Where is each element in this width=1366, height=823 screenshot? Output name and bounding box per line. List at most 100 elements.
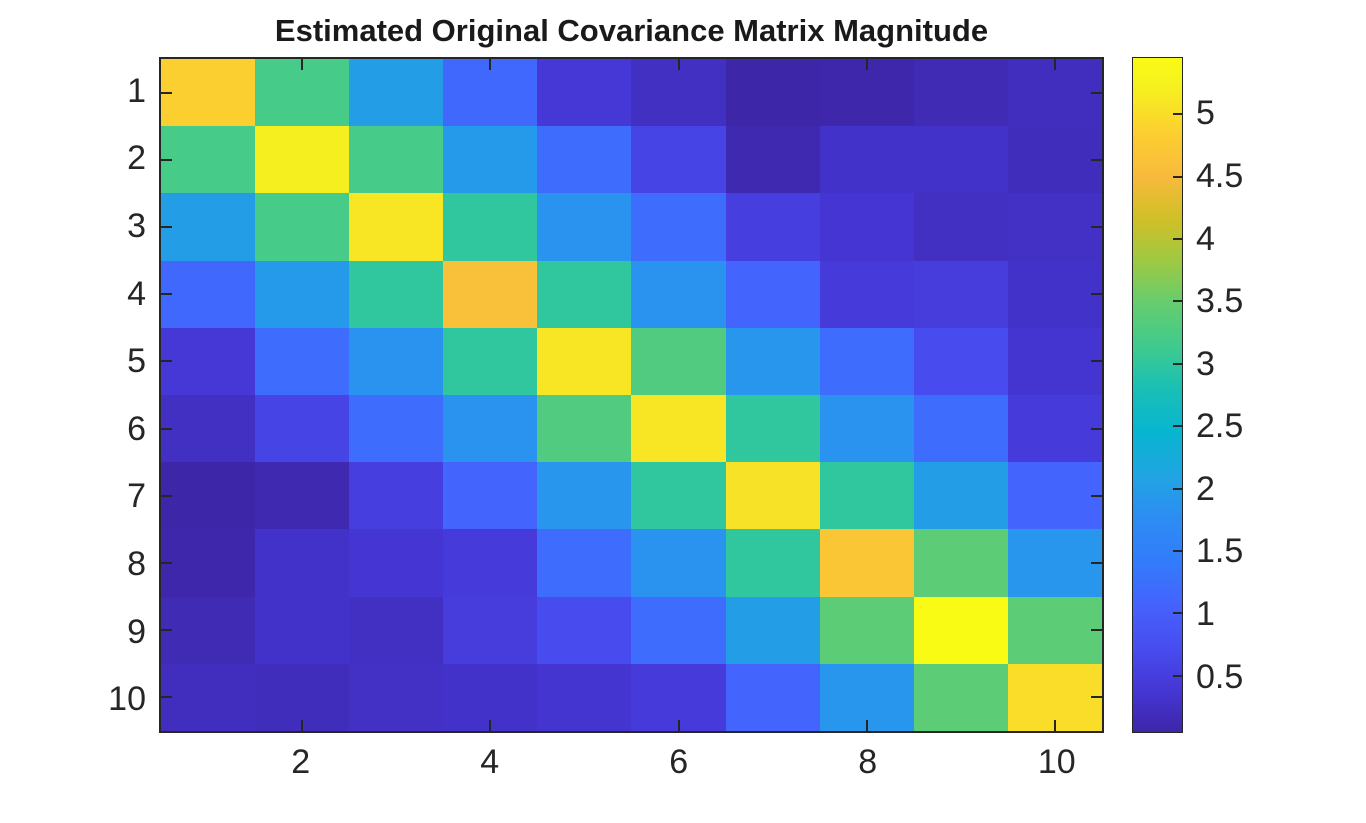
colorbar-tick-mark bbox=[1173, 362, 1182, 365]
heatmap-cell bbox=[1007, 260, 1102, 328]
heatmap-cell bbox=[725, 260, 820, 328]
heatmap-cell bbox=[1007, 327, 1102, 395]
axis-tick-mark bbox=[161, 91, 172, 94]
heatmap-cell bbox=[631, 394, 726, 463]
heatmap-cell bbox=[161, 327, 256, 395]
axis-tick-mark bbox=[677, 720, 680, 731]
x-tick-label: 8 bbox=[858, 743, 878, 781]
axis-tick-mark bbox=[301, 720, 304, 731]
heatmap-cell bbox=[161, 663, 256, 731]
axis-tick-mark bbox=[1091, 696, 1102, 699]
heatmap-cell bbox=[725, 596, 820, 664]
colorbar-tick-label: 1.5 bbox=[1196, 532, 1244, 571]
axis-tick-mark bbox=[865, 59, 868, 70]
heatmap-cell bbox=[913, 529, 1008, 597]
heatmap-cell bbox=[819, 327, 914, 395]
heatmap-cell bbox=[255, 394, 350, 463]
x-tick-label: 10 bbox=[1037, 743, 1076, 781]
colorbar-tick-mark bbox=[1173, 175, 1182, 178]
axis-tick-mark bbox=[677, 59, 680, 70]
heatmap-cell bbox=[1007, 663, 1102, 731]
heatmap-cell bbox=[537, 59, 632, 127]
heatmap-cell bbox=[725, 529, 820, 597]
axis-tick-mark bbox=[489, 720, 492, 731]
heatmap-cell bbox=[255, 663, 350, 731]
axis-tick-mark bbox=[161, 226, 172, 228]
heatmap-cell bbox=[349, 663, 444, 731]
heatmap-cell bbox=[631, 126, 726, 194]
axis-tick-mark bbox=[161, 293, 172, 296]
axis-tick-mark bbox=[301, 59, 304, 70]
axis-tick-mark bbox=[161, 427, 172, 430]
heatmap-cell bbox=[443, 126, 538, 194]
colorbar-tick-mark bbox=[1173, 674, 1182, 677]
heatmap-cell bbox=[537, 394, 632, 463]
heatmap-cell bbox=[913, 193, 1008, 261]
colorbar-tick-label: 2 bbox=[1196, 469, 1215, 508]
heatmap-cell bbox=[443, 462, 538, 530]
colorbar-tick-mark bbox=[1173, 425, 1182, 428]
heatmap-cell bbox=[1007, 596, 1102, 664]
heatmap-cell bbox=[819, 126, 914, 194]
colorbar-tick-mark bbox=[1173, 237, 1182, 240]
y-tick-label: 10 bbox=[108, 680, 146, 719]
heatmap-cell bbox=[255, 462, 350, 530]
colorbar-tick-label: 1 bbox=[1196, 595, 1215, 634]
y-tick-label: 7 bbox=[127, 477, 146, 516]
heatmap-cell bbox=[1007, 193, 1102, 261]
heatmap-cell bbox=[725, 126, 820, 194]
y-tick-label: 4 bbox=[127, 274, 146, 313]
x-tick-label: 6 bbox=[669, 743, 689, 781]
colorbar-tick-label: 3.5 bbox=[1196, 282, 1244, 321]
y-tick-label: 6 bbox=[127, 409, 146, 448]
heatmap-cell bbox=[819, 529, 914, 597]
heatmap-cell bbox=[349, 327, 444, 395]
colorbar-tick-label: 5 bbox=[1196, 94, 1215, 133]
heatmap-cell bbox=[255, 327, 350, 395]
axis-tick-mark bbox=[865, 720, 868, 731]
heatmap-plot bbox=[159, 57, 1104, 733]
heatmap-cell bbox=[255, 193, 350, 261]
heatmap-cell bbox=[255, 596, 350, 664]
heatmap-cell bbox=[913, 394, 1008, 463]
colorbar-tick-label: 4.5 bbox=[1196, 156, 1244, 195]
heatmap-cell bbox=[1007, 126, 1102, 194]
colorbar-tick-label: 0.5 bbox=[1196, 657, 1244, 696]
heatmap-cell bbox=[443, 193, 538, 261]
axis-tick-mark bbox=[1091, 494, 1102, 497]
heatmap-cell bbox=[631, 462, 726, 530]
heatmap-cell bbox=[349, 59, 444, 127]
heatmap-cell bbox=[161, 529, 256, 597]
axis-tick-mark bbox=[1053, 720, 1056, 731]
axis-tick-mark bbox=[161, 494, 172, 497]
y-tick-label: 8 bbox=[127, 545, 146, 583]
heatmap-cell bbox=[161, 394, 256, 463]
colorbar-tick-mark bbox=[1173, 300, 1182, 303]
heatmap-cell bbox=[349, 596, 444, 664]
heatmap-cell bbox=[913, 59, 1008, 127]
heatmap-cell bbox=[1007, 462, 1102, 530]
axis-tick-mark bbox=[1091, 158, 1102, 161]
heatmap-cell bbox=[537, 596, 632, 664]
axis-tick-mark bbox=[1091, 562, 1102, 564]
axis-tick-mark bbox=[161, 629, 172, 632]
heatmap-cell bbox=[819, 260, 914, 328]
heatmap-cell bbox=[819, 193, 914, 261]
y-tick-label: 3 bbox=[127, 207, 146, 245]
axis-tick-mark bbox=[1091, 629, 1102, 632]
heatmap-cell bbox=[725, 59, 820, 127]
heatmap-cell bbox=[255, 260, 350, 328]
heatmap-cell bbox=[631, 59, 726, 127]
heatmap-cell bbox=[161, 126, 256, 194]
heatmap-cell bbox=[161, 462, 256, 530]
heatmap-cell bbox=[349, 529, 444, 597]
x-tick-label: 2 bbox=[291, 743, 311, 781]
heatmap-cell bbox=[537, 663, 632, 731]
heatmap-cell bbox=[161, 59, 256, 127]
heatmap-cell bbox=[443, 59, 538, 127]
heatmap-cell bbox=[255, 59, 350, 127]
heatmap-cell bbox=[255, 529, 350, 597]
heatmap-cell bbox=[631, 260, 726, 328]
heatmap-cell bbox=[443, 529, 538, 597]
colorbar-tick-mark bbox=[1173, 487, 1182, 490]
